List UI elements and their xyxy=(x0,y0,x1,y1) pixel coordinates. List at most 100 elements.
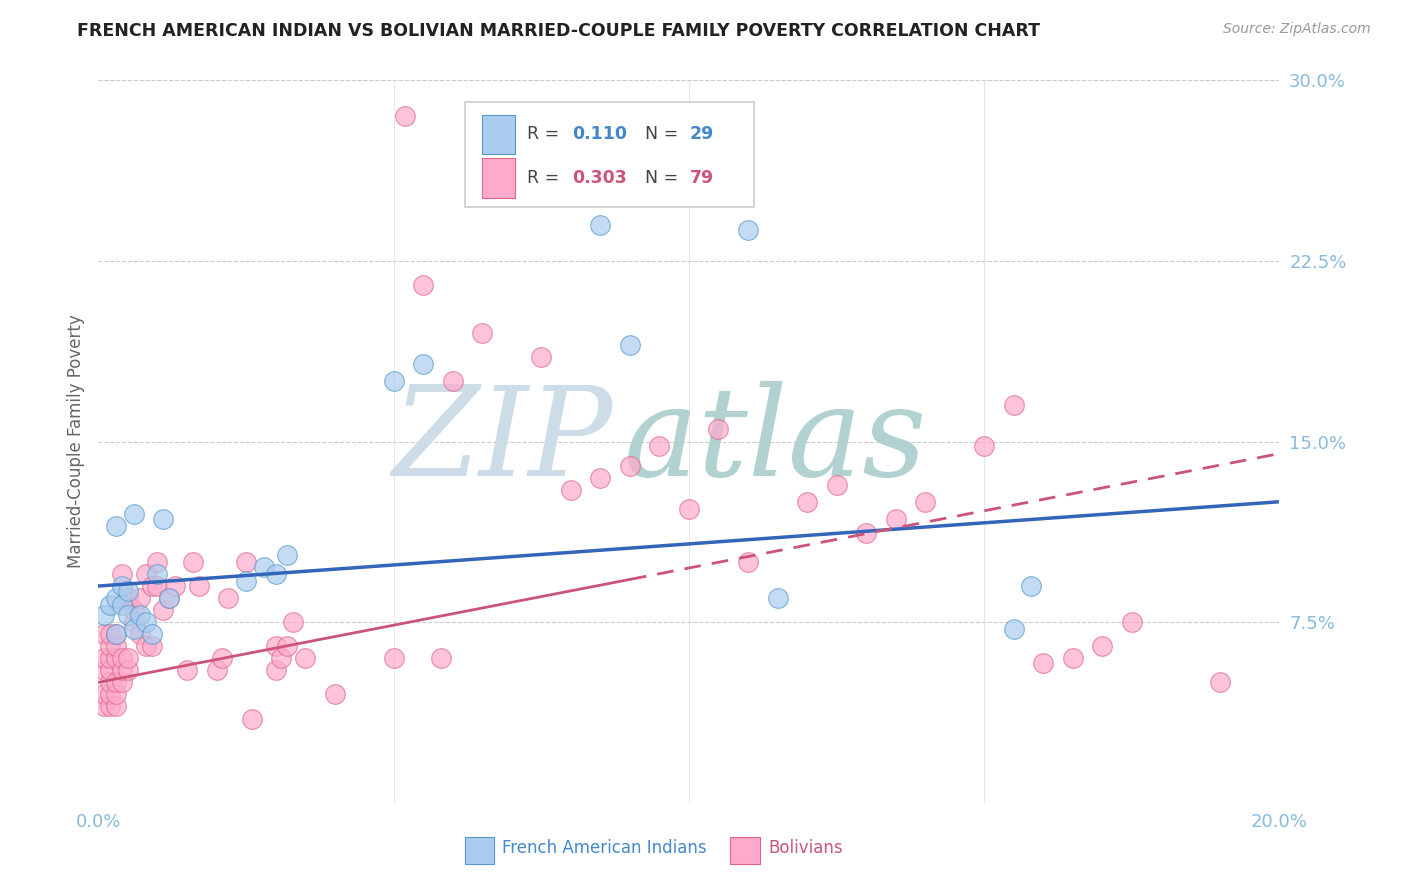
Point xyxy=(253,559,276,574)
Text: 29: 29 xyxy=(690,126,714,144)
Point xyxy=(98,675,121,690)
Point xyxy=(294,651,316,665)
Text: Source: ZipAtlas.com: Source: ZipAtlas.com xyxy=(1223,22,1371,37)
Point xyxy=(105,639,128,653)
Point xyxy=(270,651,292,665)
Point xyxy=(619,458,641,473)
Point xyxy=(105,651,128,665)
Point xyxy=(128,591,150,605)
Point xyxy=(1002,398,1025,412)
Point xyxy=(157,591,180,605)
Point xyxy=(471,326,494,340)
FancyBboxPatch shape xyxy=(464,102,754,207)
FancyBboxPatch shape xyxy=(482,158,516,198)
Point xyxy=(855,526,877,541)
Point xyxy=(884,511,907,525)
FancyBboxPatch shape xyxy=(464,837,494,864)
Point xyxy=(1209,675,1232,690)
Point xyxy=(122,507,145,521)
Y-axis label: Married-Couple Family Poverty: Married-Couple Family Poverty xyxy=(66,315,84,568)
Point xyxy=(1002,623,1025,637)
Text: 79: 79 xyxy=(690,169,714,186)
Point xyxy=(105,627,128,641)
Point xyxy=(205,664,228,678)
Point xyxy=(737,555,759,569)
Point xyxy=(128,607,150,622)
Point xyxy=(93,699,115,714)
Point xyxy=(382,374,405,388)
Point xyxy=(1062,651,1084,665)
Point xyxy=(678,502,700,516)
Point xyxy=(141,627,163,641)
Point xyxy=(98,651,121,665)
Point xyxy=(766,591,789,605)
Text: ZIP: ZIP xyxy=(392,381,612,502)
Point xyxy=(1032,656,1054,670)
Point xyxy=(825,478,848,492)
Point xyxy=(217,591,239,605)
Point xyxy=(111,567,134,582)
Point xyxy=(181,555,204,569)
Point xyxy=(382,651,405,665)
Point xyxy=(98,687,121,701)
Point xyxy=(93,651,115,665)
Point xyxy=(1021,579,1043,593)
Point xyxy=(973,439,995,453)
Point xyxy=(122,623,145,637)
Point xyxy=(135,639,157,653)
Point xyxy=(146,555,169,569)
Point xyxy=(737,222,759,236)
Text: R =: R = xyxy=(527,126,565,144)
Point xyxy=(98,627,121,641)
Point xyxy=(128,627,150,641)
Point xyxy=(560,483,582,497)
Point xyxy=(117,583,139,598)
Point xyxy=(98,639,121,653)
Point xyxy=(105,591,128,605)
Point xyxy=(117,664,139,678)
Point xyxy=(117,591,139,605)
Point xyxy=(165,579,187,593)
Point xyxy=(796,494,818,508)
Text: 0.110: 0.110 xyxy=(572,126,627,144)
Point xyxy=(146,579,169,593)
Point xyxy=(141,579,163,593)
Point xyxy=(135,615,157,630)
Point xyxy=(111,664,134,678)
Point xyxy=(176,664,198,678)
Point xyxy=(276,548,298,562)
Point xyxy=(98,699,121,714)
Point xyxy=(187,579,209,593)
Text: N =: N = xyxy=(645,169,683,186)
Point xyxy=(530,350,553,364)
Point xyxy=(152,603,174,617)
Text: 0.303: 0.303 xyxy=(572,169,627,186)
Point xyxy=(122,615,145,630)
Point xyxy=(914,494,936,508)
Point xyxy=(152,511,174,525)
Text: R =: R = xyxy=(527,169,565,186)
Point xyxy=(117,607,139,622)
Point xyxy=(93,607,115,622)
Point xyxy=(235,574,257,589)
Point xyxy=(111,675,134,690)
Point xyxy=(122,603,145,617)
Point xyxy=(93,627,115,641)
FancyBboxPatch shape xyxy=(730,837,759,864)
Point xyxy=(111,579,134,593)
Point xyxy=(146,567,169,582)
Point xyxy=(105,627,128,641)
Text: FRENCH AMERICAN INDIAN VS BOLIVIAN MARRIED-COUPLE FAMILY POVERTY CORRELATION CHA: FRENCH AMERICAN INDIAN VS BOLIVIAN MARRI… xyxy=(77,22,1040,40)
Text: Bolivians: Bolivians xyxy=(768,839,842,857)
Point xyxy=(648,439,671,453)
Point xyxy=(141,639,163,653)
Point xyxy=(430,651,453,665)
Point xyxy=(276,639,298,653)
Point xyxy=(235,555,257,569)
Point xyxy=(323,687,346,701)
Point xyxy=(93,664,115,678)
Point xyxy=(412,277,434,292)
Point xyxy=(1091,639,1114,653)
Point xyxy=(93,687,115,701)
Point xyxy=(105,675,128,690)
